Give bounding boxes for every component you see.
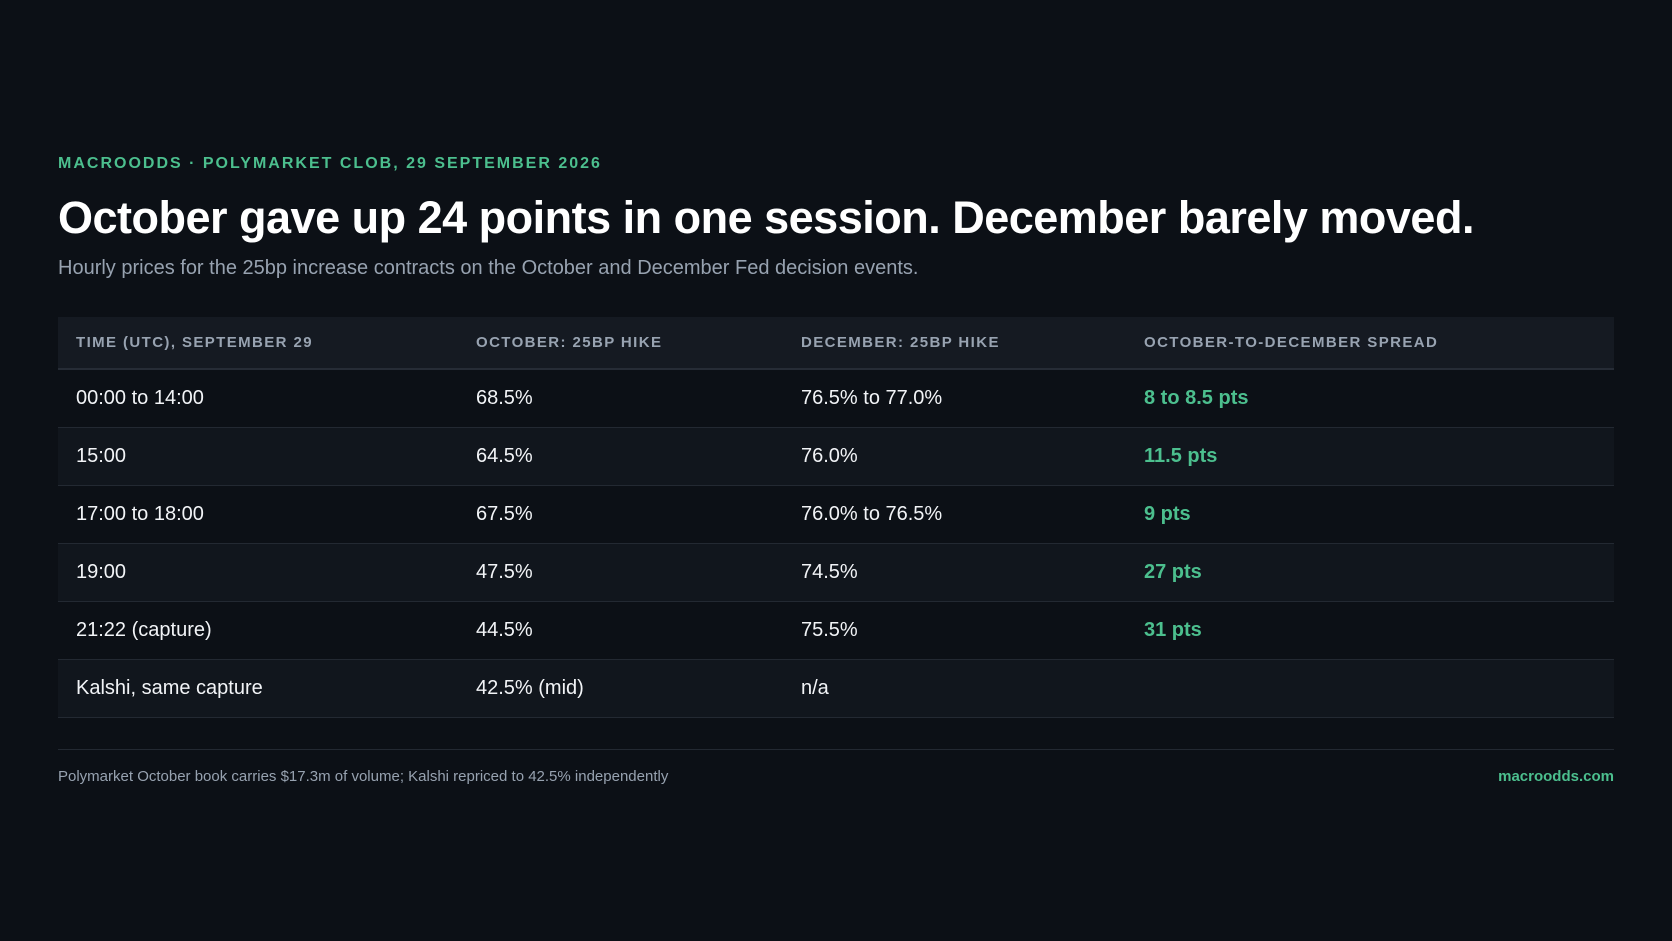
column-header-december: DECEMBER: 25BP HIKE: [783, 317, 1126, 370]
cell-december: 76.0%: [783, 427, 1126, 486]
price-table: TIME (UTC), SEPTEMBER 29 OCTOBER: 25BP H…: [58, 317, 1614, 718]
cell-december: 76.5% to 77.0%: [783, 369, 1126, 428]
header-row: TIME (UTC), SEPTEMBER 29 OCTOBER: 25BP H…: [58, 317, 1614, 370]
column-header-time: TIME (UTC), SEPTEMBER 29: [58, 317, 458, 370]
cell-december: 76.0% to 76.5%: [783, 485, 1126, 544]
cell-spread: 31 pts: [1126, 601, 1614, 660]
cell-time: Kalshi, same capture: [58, 659, 458, 718]
kicker: MACROODDS · POLYMARKET CLOB, 29 SEPTEMBE…: [58, 155, 602, 172]
table-header: TIME (UTC), SEPTEMBER 29 OCTOBER: 25BP H…: [58, 317, 1614, 370]
cell-october: 47.5%: [458, 543, 783, 602]
cell-time: 19:00: [58, 543, 458, 602]
table-row: 15:00 64.5% 76.0% 11.5 pts: [58, 427, 1614, 486]
cell-spread: 8 to 8.5 pts: [1126, 369, 1614, 428]
site-link[interactable]: macroodds.com: [1498, 768, 1614, 785]
cell-time: 15:00: [58, 427, 458, 486]
page-subtitle: Hourly prices for the 25bp increase cont…: [58, 257, 919, 279]
cell-october: 68.5%: [458, 369, 783, 428]
cell-time: 17:00 to 18:00: [58, 485, 458, 544]
page-title: October gave up 24 points in one session…: [58, 192, 1474, 243]
cell-october: 44.5%: [458, 601, 783, 660]
cell-december: n/a: [783, 659, 1126, 718]
cell-october: 67.5%: [458, 485, 783, 544]
cell-october: 42.5% (mid): [458, 659, 783, 718]
column-header-october: OCTOBER: 25BP HIKE: [458, 317, 783, 370]
cell-spread: 27 pts: [1126, 543, 1614, 602]
table-row: 00:00 to 14:00 68.5% 76.5% to 77.0% 8 to…: [58, 369, 1614, 428]
cell-spread: 9 pts: [1126, 485, 1614, 544]
table-row: 19:00 47.5% 74.5% 27 pts: [58, 543, 1614, 602]
table-row: 17:00 to 18:00 67.5% 76.0% to 76.5% 9 pt…: [58, 485, 1614, 544]
cell-december: 74.5%: [783, 543, 1126, 602]
cell-time: 21:22 (capture): [58, 601, 458, 660]
footnote: Polymarket October book carries $17.3m o…: [58, 768, 669, 785]
cell-october: 64.5%: [458, 427, 783, 486]
table-row: 21:22 (capture) 44.5% 75.5% 31 pts: [58, 601, 1614, 660]
cell-spread: [1126, 659, 1614, 718]
table-row: Kalshi, same capture 42.5% (mid) n/a: [58, 659, 1614, 718]
cell-december: 75.5%: [783, 601, 1126, 660]
cell-spread: 11.5 pts: [1126, 427, 1614, 486]
cell-time: 00:00 to 14:00: [58, 369, 458, 428]
table-body: 00:00 to 14:00 68.5% 76.5% to 77.0% 8 to…: [58, 369, 1614, 718]
footer: Polymarket October book carries $17.3m o…: [58, 749, 1614, 785]
column-header-spread: OCTOBER-TO-DECEMBER SPREAD: [1126, 317, 1614, 370]
table-card: MACROODDS · POLYMARKET CLOB, 29 SEPTEMBE…: [58, 154, 1614, 785]
